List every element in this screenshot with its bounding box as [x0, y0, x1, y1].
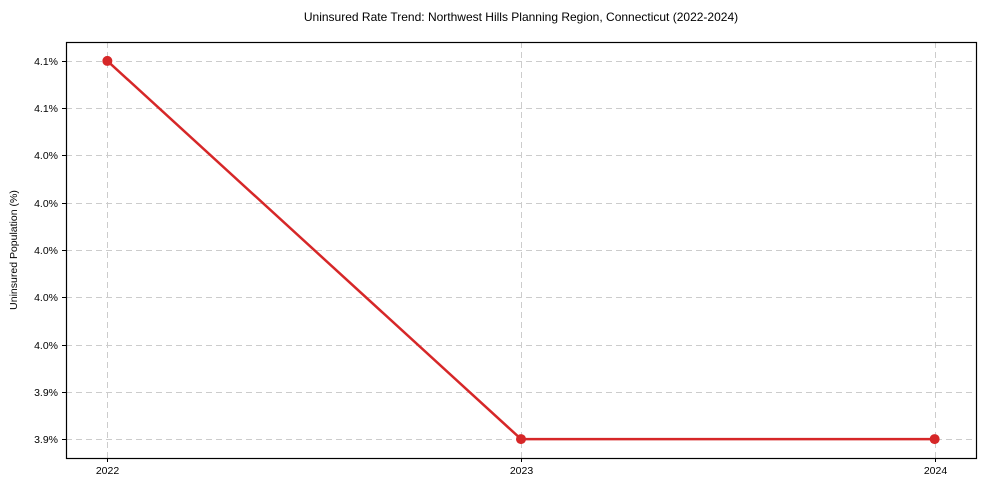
x-tick-label: 2023	[510, 465, 534, 477]
x-tick-label: 2022	[96, 465, 120, 477]
y-tick-label: 4.1%	[34, 56, 58, 68]
data-point-marker	[102, 55, 113, 66]
y-tick-label: 3.9%	[34, 387, 58, 399]
data-point-marker	[516, 434, 526, 445]
y-tick-label: 4.0%	[34, 340, 58, 352]
y-tick-label: 4.0%	[34, 292, 58, 304]
y-tick-label: 3.9%	[34, 434, 58, 446]
plot-border	[65, 41, 978, 460]
y-tick-label: 4.0%	[34, 150, 58, 162]
y-tick-label: 4.1%	[34, 103, 58, 115]
y-tick-label: 4.0%	[34, 245, 58, 257]
chart-title: Uninsured Rate Trend: Northwest Hills Pl…	[303, 10, 739, 24]
x-tick-label: 2024	[924, 465, 948, 477]
data-point-marker	[929, 434, 940, 445]
y-tick-label: 4.0%	[34, 198, 58, 210]
